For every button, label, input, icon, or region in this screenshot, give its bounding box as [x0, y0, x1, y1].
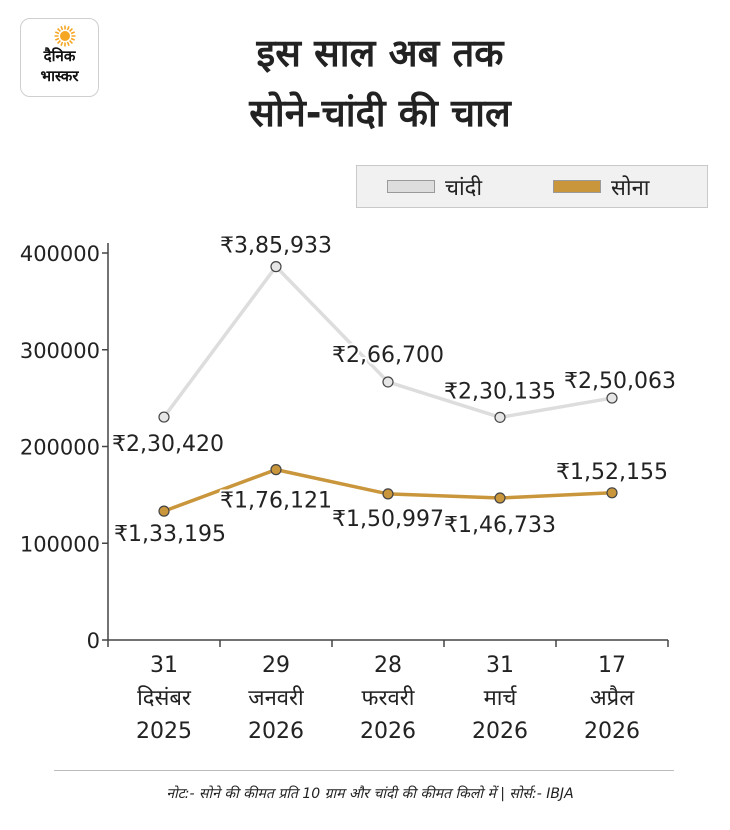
gold-data-label: ₹1,50,997	[332, 507, 444, 532]
silver-data-point	[270, 261, 282, 273]
footer-divider	[54, 770, 674, 771]
x-tick-label: जनवरी	[248, 685, 304, 711]
legend-label-gold: सोना	[611, 175, 650, 201]
legend-item-silver: चांदी	[387, 166, 482, 207]
x-tick-label: 17	[598, 653, 626, 678]
x-tick-label: 28	[374, 653, 402, 678]
silver-data-point	[494, 411, 506, 423]
x-tick-label: मार्च	[484, 685, 518, 711]
silver-data-point	[606, 392, 618, 404]
x-tick-label: 29	[262, 653, 290, 678]
gold-data-point	[606, 487, 618, 499]
legend-swatch-gold	[553, 180, 601, 193]
logo-text-line1: दैनिक	[43, 47, 76, 65]
source-note: नोट:- सोने की कीमत प्रति 10 ग्राम और चां…	[166, 786, 574, 802]
legend-swatch-silver	[387, 180, 435, 193]
x-tick-label: 2025	[136, 719, 192, 744]
y-tick-label: 200000	[20, 436, 100, 460]
chart-legend: चांदी सोना	[356, 165, 708, 208]
x-tick-label: दिसंबर	[137, 685, 192, 711]
silver-data-label: ₹2,66,700	[332, 343, 444, 368]
x-tick-label: 2026	[584, 719, 640, 744]
legend-item-gold: सोना	[553, 166, 649, 207]
chart-title-line2: सोने-चांदी की चाल	[249, 91, 511, 135]
x-tick-label: अप्रैल	[590, 685, 635, 711]
y-tick-label: 100000	[20, 532, 100, 556]
x-tick-label: 31	[150, 653, 178, 678]
line-chart: 0 100000 200000 300000 400000 31 दिसंबर 2025 29 ज…	[20, 232, 678, 744]
silver-data-point	[158, 411, 170, 423]
gold-data-label: ₹1,52,155	[556, 460, 668, 485]
y-tick-label: 0	[87, 629, 100, 653]
gold-data-point	[158, 505, 170, 517]
dainik-bhaskar-logo: दैनिक भास्कर	[20, 18, 99, 97]
x-tick-label: 2026	[360, 719, 416, 744]
gold-data-point	[382, 488, 394, 500]
silver-data-point	[382, 376, 394, 388]
gold-data-label: ₹1,76,121	[220, 489, 332, 514]
silver-data-label: ₹3,85,933	[220, 234, 332, 259]
chart-title-line1: इस साल अब तक	[256, 31, 504, 75]
silver-data-label: ₹2,30,420	[112, 432, 224, 457]
gold-data-point	[494, 492, 506, 504]
sun-icon	[54, 25, 76, 47]
silver-data-label: ₹2,30,135	[444, 379, 556, 404]
x-tick-label: 2026	[472, 719, 528, 744]
y-tick-label: 400000	[20, 242, 100, 266]
gold-data-point	[270, 464, 282, 476]
gold-data-label: ₹1,33,195	[114, 522, 226, 547]
x-tick-label: फरवरी	[362, 685, 415, 711]
y-tick-label: 300000	[20, 339, 100, 363]
logo-text-line2: भास्कर	[40, 67, 79, 85]
gold-data-label: ₹1,46,733	[444, 513, 556, 538]
x-tick-label: 2026	[248, 719, 304, 744]
silver-data-label: ₹2,50,063	[564, 369, 676, 394]
x-tick-label: 31	[486, 653, 514, 678]
legend-label-silver: चांदी	[445, 175, 483, 201]
